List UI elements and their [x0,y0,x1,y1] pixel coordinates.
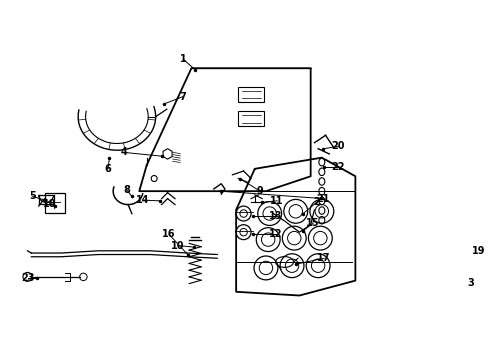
Text: 11: 11 [270,196,284,206]
Text: 15: 15 [305,218,319,228]
Text: 12: 12 [268,229,282,239]
Text: 14: 14 [136,195,149,205]
Bar [44,193,65,213]
Text: 19: 19 [470,246,484,256]
Text: 16: 16 [162,229,176,239]
Text: 8: 8 [123,185,130,195]
Text: 20: 20 [331,141,345,152]
Text: 1: 1 [180,54,186,64]
Text: 4: 4 [121,148,127,157]
Text: 5: 5 [29,192,36,201]
Text: 2: 2 [313,197,319,207]
Text: 18: 18 [43,199,57,209]
Text: 9: 9 [256,186,263,196]
Text: 10: 10 [171,240,184,251]
Text: 3: 3 [467,278,473,288]
Text: 17: 17 [317,253,330,263]
Text: 13: 13 [268,211,282,221]
Text: 7: 7 [180,91,186,102]
Text: 23: 23 [21,273,35,283]
Text: 6: 6 [104,164,111,174]
Text: 22: 22 [331,162,345,172]
Text: 21: 21 [316,194,329,204]
